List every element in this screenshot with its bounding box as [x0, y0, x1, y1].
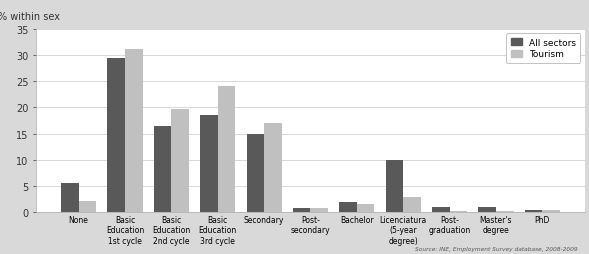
Bar	[310, 208, 328, 212]
Text: Source: INE, Employment Survey database, 2008-2009: Source: INE, Employment Survey database,…	[415, 246, 577, 251]
Bar	[293, 209, 310, 212]
Bar	[386, 160, 403, 212]
Bar	[449, 211, 467, 212]
Bar	[171, 109, 189, 212]
Bar	[61, 184, 79, 212]
Bar	[525, 210, 542, 212]
Bar	[357, 204, 375, 212]
Bar	[218, 87, 236, 212]
Bar	[403, 198, 421, 212]
Bar	[79, 201, 96, 212]
Bar	[339, 202, 357, 212]
Bar	[478, 207, 496, 212]
Bar	[200, 116, 218, 212]
Bar	[107, 58, 125, 212]
Bar	[432, 207, 449, 212]
Bar	[125, 49, 143, 212]
Bar	[496, 211, 514, 212]
Bar	[264, 123, 282, 212]
Text: % within sex: % within sex	[0, 12, 59, 22]
Bar	[154, 126, 171, 212]
Bar	[542, 210, 560, 212]
Bar	[247, 134, 264, 212]
Legend: All sectors, Tourism: All sectors, Tourism	[506, 34, 580, 64]
